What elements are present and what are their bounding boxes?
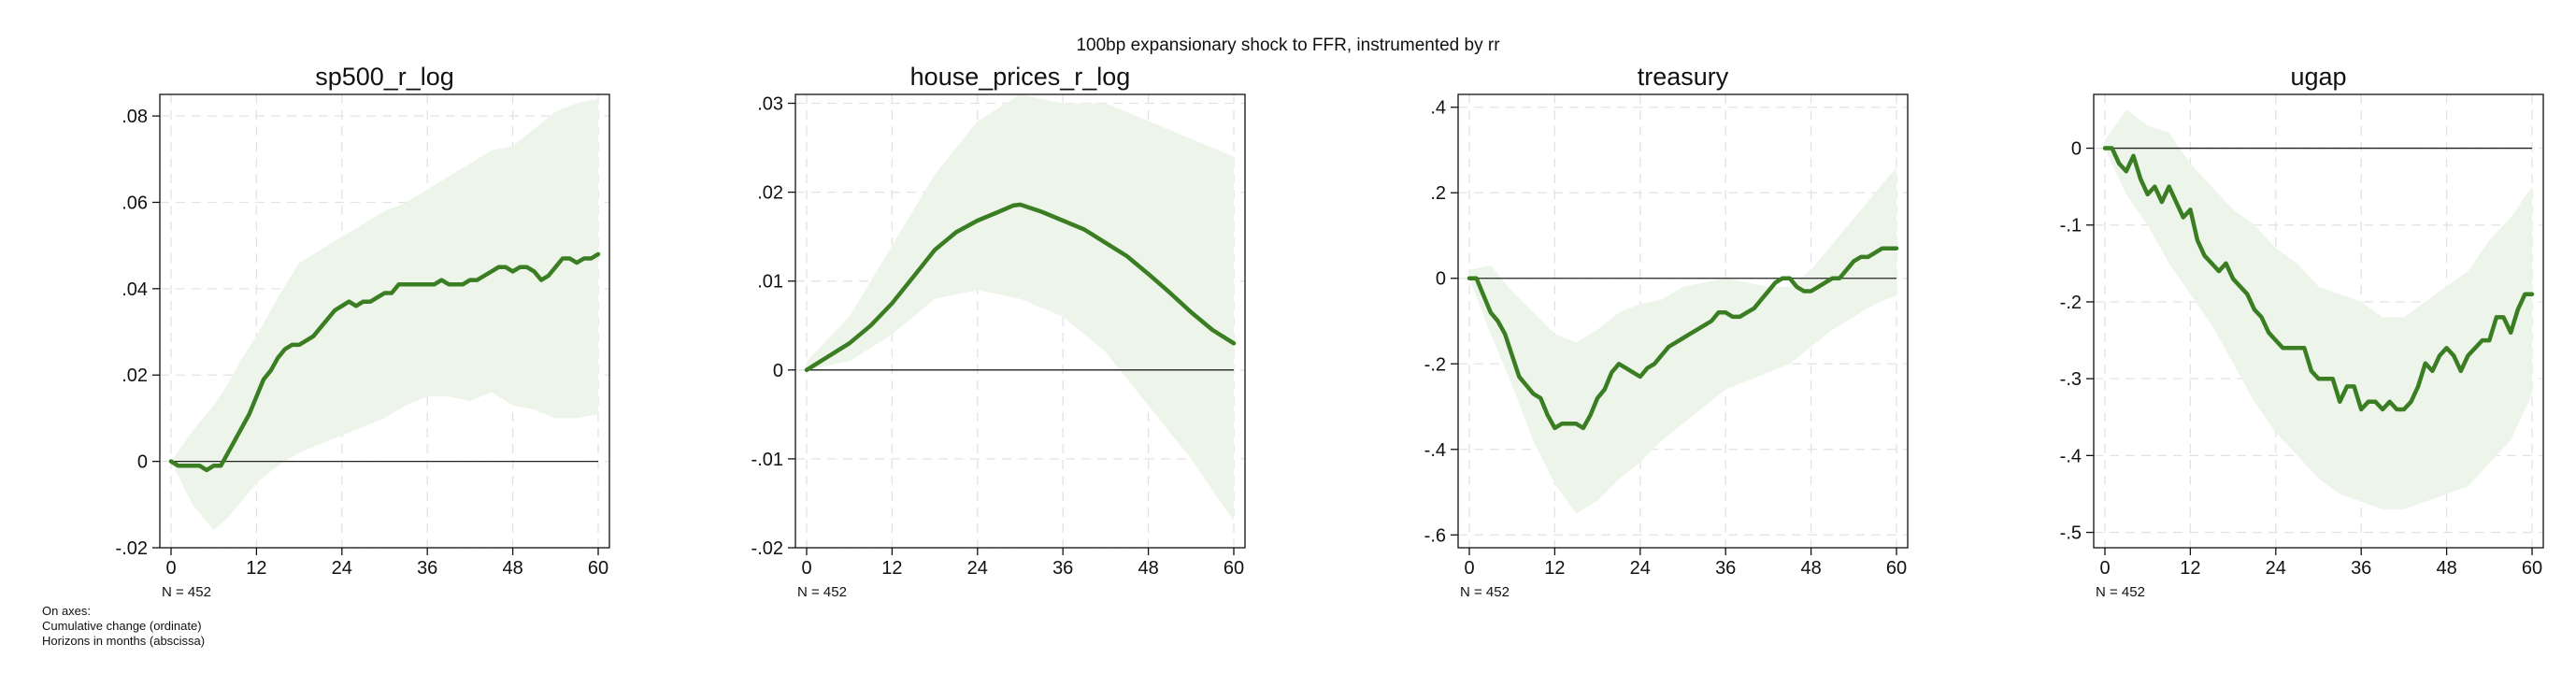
x-tick-label: 12 (1544, 558, 1565, 579)
confidence-band (2105, 109, 2532, 509)
x-tick-label: 24 (332, 558, 352, 579)
x-tick-label: 12 (881, 558, 902, 579)
y-tick-label: .02 (122, 365, 148, 386)
y-tick-label: 0 (2071, 139, 2082, 160)
x-tick-label: 12 (2180, 558, 2200, 579)
footnote-line: Horizons in months (abscissa) (42, 634, 206, 648)
sample-size-note: N = 452 (797, 584, 847, 600)
x-tick-label: 36 (1052, 558, 1073, 579)
figure-title: 100bp expansionary shock to FFR, instrum… (1076, 36, 1500, 55)
sample-size-note: N = 452 (162, 584, 211, 600)
y-tick-label: -.2 (1424, 354, 1446, 375)
x-tick-label: 48 (1800, 558, 1821, 579)
y-tick-label: .2 (1430, 183, 1446, 204)
footnote-line: Cumulative change (ordinate) (42, 619, 202, 633)
x-tick-label: 24 (967, 558, 988, 579)
x-tick-label: 36 (1715, 558, 1736, 579)
y-tick-label: .02 (757, 183, 783, 204)
y-tick-label: 0 (137, 452, 148, 473)
y-tick-label: .01 (757, 272, 783, 293)
x-tick-label: 0 (165, 558, 176, 579)
irf-series-line (1467, 246, 1899, 431)
x-tick-label: 60 (1886, 558, 1907, 579)
y-tick-label: .03 (757, 94, 783, 115)
y-tick-label: -.01 (751, 450, 783, 470)
y-tick-label: .06 (122, 193, 148, 213)
y-tick-label: -.4 (2060, 446, 2082, 466)
y-tick-label: -.6 (1424, 525, 1446, 546)
y-tick-label: -.2 (2060, 293, 2082, 313)
panel-title: ugap (2290, 63, 2346, 91)
y-tick-label: .08 (122, 107, 148, 127)
irf-series-line (2102, 146, 2535, 412)
sample-size-note: N = 452 (1460, 584, 1510, 600)
x-tick-label: 12 (246, 558, 266, 579)
sample-size-note: N = 452 (2096, 584, 2145, 600)
irf-series-line (804, 202, 1237, 373)
plot-frame (1457, 93, 1909, 549)
y-tick-label: .04 (122, 279, 148, 300)
y-tick-label: -.3 (2060, 369, 2082, 390)
x-tick-label: 48 (2436, 558, 2456, 579)
x-tick-label: 0 (2099, 558, 2110, 579)
x-tick-label: 48 (1138, 558, 1158, 579)
panel-title: sp500_r_log (315, 63, 454, 91)
x-tick-label: 60 (1224, 558, 1244, 579)
x-tick-label: 36 (2351, 558, 2371, 579)
confidence-band (171, 98, 598, 531)
panel-title: treasury (1638, 63, 1729, 91)
x-tick-label: 24 (2266, 558, 2286, 579)
y-tick-label: -.4 (1424, 440, 1446, 461)
x-tick-label: 48 (502, 558, 522, 579)
x-tick-label: 0 (801, 558, 811, 579)
x-tick-label: 60 (588, 558, 608, 579)
x-tick-label: 36 (417, 558, 437, 579)
y-tick-label: 0 (773, 361, 783, 381)
confidence-band (807, 94, 1234, 522)
axes-footnote: On axes: Cumulative change (ordinate) Ho… (42, 604, 205, 649)
y-tick-label: -.02 (751, 538, 783, 559)
panel-2: 0 12 24 36 48 60 -.02 -.01 0 .01 .02 .03 house_price… (751, 63, 1246, 600)
y-tick-label: -.02 (116, 538, 148, 559)
y-tick-label: 0 (1436, 269, 1446, 290)
irf-series-line (168, 251, 601, 473)
x-tick-label: 24 (1630, 558, 1651, 579)
panel-4: 0 12 24 36 48 60 -.5 -.4 -.3 -.2 -.1 0 ugap N = 452 (2060, 63, 2544, 600)
y-tick-label: -.1 (2060, 216, 2082, 236)
panel-title: house_prices_r_log (910, 63, 1131, 91)
plot-frame (2093, 93, 2544, 549)
y-tick-label: .4 (1430, 98, 1446, 119)
footnote-line: On axes: (42, 604, 92, 618)
panel-3: 0 12 24 36 48 60 -.6 -.4 -.2 0 .2 .4 treasury N = 452 (1424, 63, 1909, 600)
plot-frame (159, 93, 610, 549)
y-tick-label: -.5 (2060, 523, 2082, 544)
x-tick-label: 0 (1464, 558, 1474, 579)
x-tick-label: 60 (2522, 558, 2542, 579)
panel-1: 0 12 24 36 48 60 -.02 0 .02 .04 .06 .08 sp500_r_log N… (116, 63, 610, 600)
plot-frame (794, 93, 1246, 549)
